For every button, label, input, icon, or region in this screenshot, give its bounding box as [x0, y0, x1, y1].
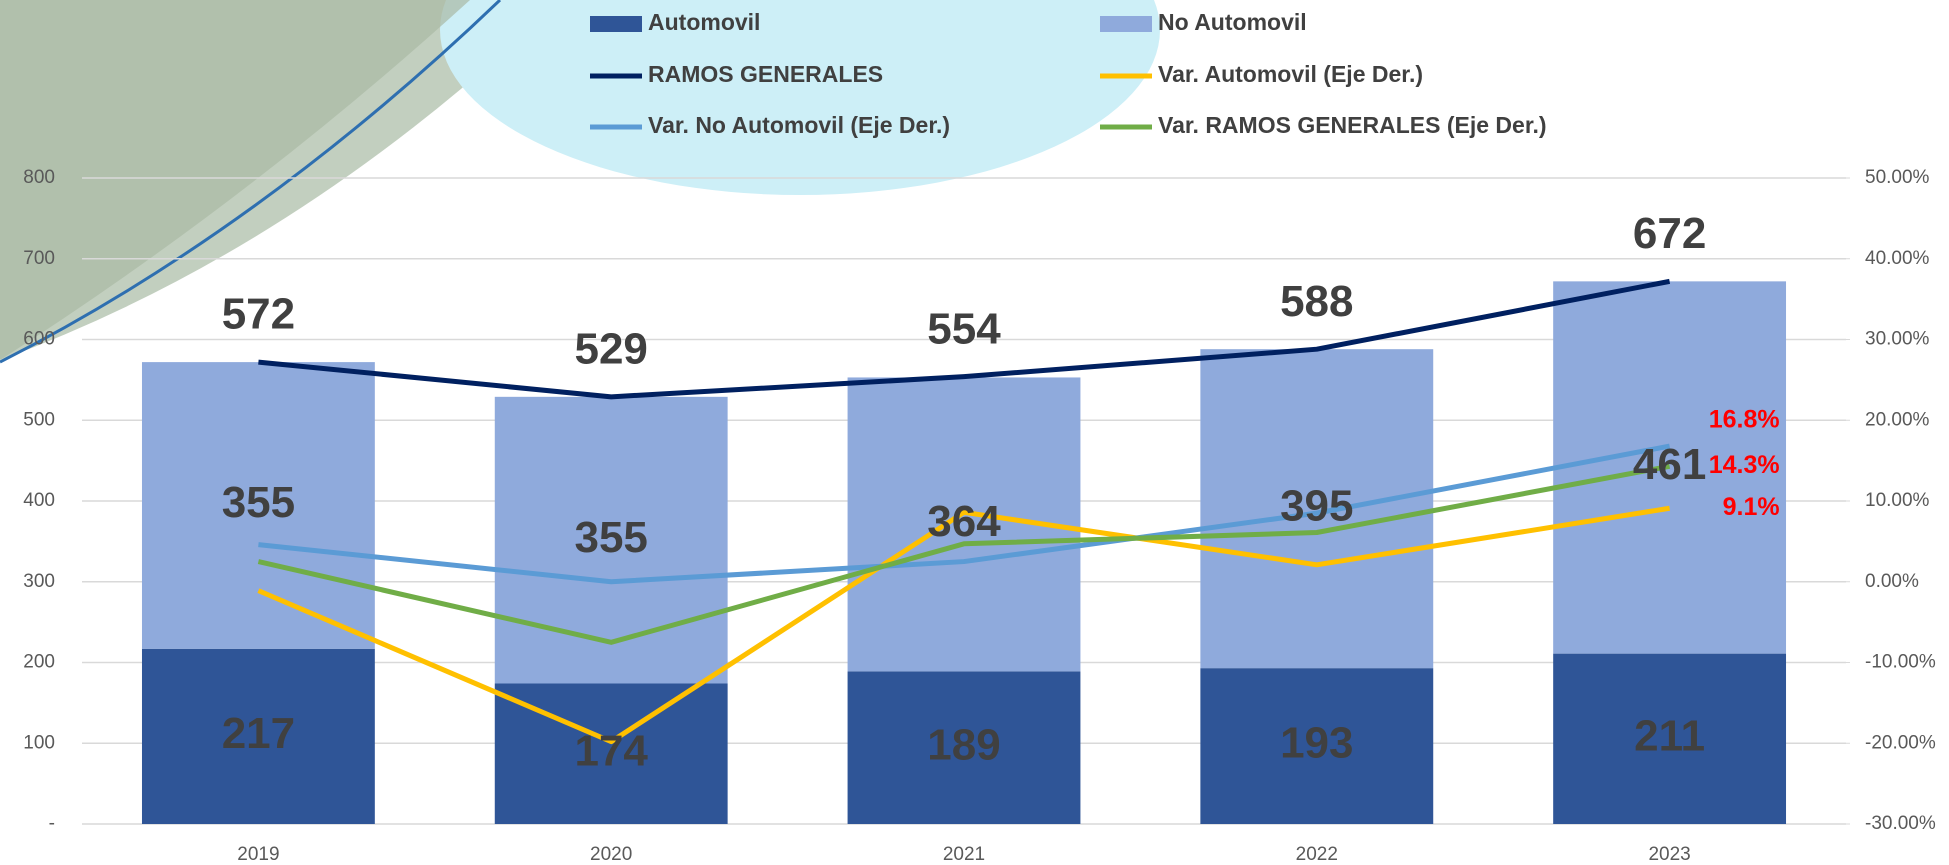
y2-tick-label: 20.00% — [1865, 409, 1930, 430]
y-tick-label: 800 — [23, 167, 55, 188]
y-tick-label: 100 — [23, 732, 55, 753]
bar — [847, 671, 1081, 824]
x-tick-label: 2021 — [943, 844, 985, 865]
data-label: 217 — [222, 709, 295, 758]
bar — [141, 362, 375, 649]
plot-area: - 100 200 300 400 500 600 700 800 -30.00% -20.00% -… — [23, 167, 1936, 865]
x-tick-label: 2022 — [1296, 844, 1338, 865]
y2-tick-label: -10.00% — [1865, 652, 1936, 673]
x-tick-label: 2020 — [590, 844, 632, 865]
y2-tick-label: 50.00% — [1865, 167, 1930, 188]
y-tick-label: 300 — [23, 571, 55, 592]
y-tick-label: 600 — [23, 329, 55, 350]
bar — [141, 648, 375, 824]
y-tick-label: 700 — [23, 248, 55, 269]
data-label: 355 — [222, 478, 295, 527]
data-label: 174 — [574, 726, 648, 775]
legend-swatch — [590, 16, 642, 32]
bar — [1200, 668, 1434, 824]
bar — [494, 396, 728, 684]
y2-tick-label: 30.00% — [1865, 329, 1930, 350]
y-tick-label: 400 — [23, 490, 55, 511]
legend-label: Var. RAMOS GENERALES (Eje Der.) — [1158, 112, 1547, 138]
data-label: 355 — [574, 513, 647, 562]
x-tick-label: 2023 — [1648, 844, 1690, 865]
y-tick-label: 500 — [23, 409, 55, 430]
data-label: 395 — [1280, 481, 1353, 530]
data-label: 189 — [927, 720, 1000, 769]
line-series — [257, 463, 1671, 645]
legend-swatch — [1100, 16, 1152, 32]
data-label: 16.8% — [1709, 406, 1780, 434]
data-label: 672 — [1633, 209, 1706, 258]
background-decoration — [0, 0, 1160, 364]
data-label: 572 — [222, 290, 295, 339]
y2-tick-label: 10.00% — [1865, 490, 1930, 511]
y2-tick-label: -30.00% — [1865, 813, 1936, 834]
data-label: 9.1% — [1723, 493, 1780, 521]
y2-tick-label: 0.00% — [1865, 571, 1919, 592]
line-series — [257, 505, 1670, 745]
data-label: 14.3% — [1709, 451, 1780, 479]
bar — [1200, 349, 1434, 669]
bar — [1553, 653, 1787, 824]
data-label: 588 — [1280, 277, 1353, 326]
y2-tick-label: 40.00% — [1865, 248, 1930, 269]
legend-label: RAMOS GENERALES — [648, 61, 883, 87]
legend-label: Automovil — [648, 9, 760, 35]
data-label: 461 — [1633, 440, 1706, 489]
legend: Automovil No Automovil RAMOS GENERALES Var.… — [590, 9, 1547, 138]
legend-label: Var. Automovil (Eje Der.) — [1158, 61, 1423, 87]
data-label: 211 — [1634, 711, 1705, 760]
data-label: 193 — [1280, 719, 1353, 768]
legend-label: Var. No Automovil (Eje Der.) — [648, 112, 950, 138]
y-tick-label: - — [49, 813, 55, 834]
legend-label: No Automovil — [1158, 9, 1307, 35]
data-label: 364 — [927, 497, 1001, 546]
y2-tick-label: -20.00% — [1865, 732, 1936, 753]
data-label: 554 — [927, 304, 1001, 353]
line-series — [258, 278, 1671, 400]
y-tick-label: 200 — [23, 652, 55, 673]
data-label: 529 — [574, 324, 647, 373]
x-tick-label: 2019 — [237, 844, 279, 865]
line-series — [258, 443, 1671, 585]
